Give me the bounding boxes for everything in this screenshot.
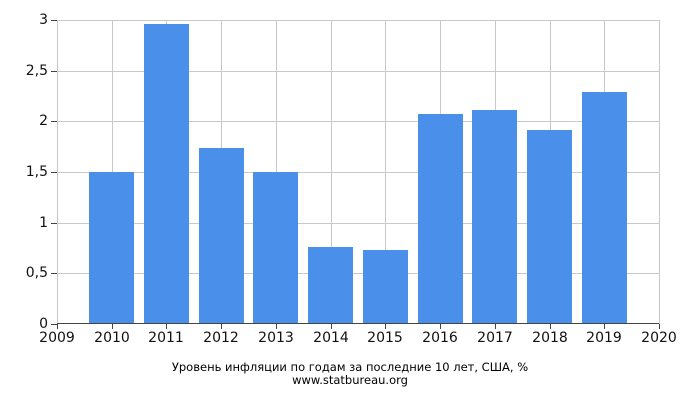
x-axis-label: 2020	[641, 330, 677, 346]
x-axis-tick	[604, 324, 605, 329]
gridline-horizontal	[57, 20, 659, 21]
chart-title: Уровень инфляции по годам за последние 1…	[171, 360, 529, 374]
x-axis-tick	[166, 324, 167, 329]
bar-2011	[144, 24, 189, 324]
x-axis-tick	[112, 324, 113, 329]
y-axis-label: 3	[39, 12, 48, 28]
x-axis-label: 2013	[258, 330, 294, 346]
bar-2019	[582, 92, 627, 324]
x-axis-tick	[57, 324, 58, 329]
bar-2018	[527, 130, 572, 324]
x-axis-label: 2010	[94, 330, 130, 346]
gridline-horizontal	[57, 121, 659, 122]
y-axis-tick	[51, 223, 57, 224]
x-axis-label: 2019	[586, 330, 622, 346]
gridline-horizontal	[57, 223, 659, 224]
gridline-horizontal	[57, 172, 659, 173]
gridline-vertical	[659, 20, 660, 324]
bar-2017	[472, 110, 517, 324]
x-axis-tick	[221, 324, 222, 329]
y-axis-tick	[51, 71, 57, 72]
x-axis-tick	[331, 324, 332, 329]
bar-2013	[253, 172, 298, 324]
chart-subtitle: www.statbureau.org	[292, 373, 408, 387]
y-axis-label: 1,5	[25, 164, 48, 180]
x-axis-tick	[550, 324, 551, 329]
gridline-horizontal	[57, 71, 659, 72]
y-axis-label: 1	[39, 215, 48, 231]
y-axis-label: 0	[39, 316, 48, 332]
bar-2016	[418, 114, 463, 324]
x-axis-label: 2018	[532, 330, 568, 346]
y-axis-label: 2	[39, 113, 48, 129]
y-axis-tick	[51, 324, 57, 325]
x-axis-label: 2011	[148, 330, 184, 346]
x-axis-tick	[495, 324, 496, 329]
x-axis-tick	[276, 324, 277, 329]
y-axis-tick	[51, 172, 57, 173]
y-axis-label: 0,5	[25, 265, 48, 281]
plot-area	[51, 20, 660, 329]
bar-2010	[89, 172, 134, 324]
gridline-horizontal	[57, 273, 659, 274]
y-axis-tick	[51, 121, 57, 122]
y-axis-tick	[51, 20, 57, 21]
bar-2015	[363, 250, 408, 324]
x-axis-label: 2009	[39, 330, 75, 346]
y-axis-tick	[51, 273, 57, 274]
x-axis-label: 2016	[422, 330, 458, 346]
y-axis-label: 2,5	[25, 63, 48, 79]
x-axis-label: 2015	[367, 330, 403, 346]
x-axis-baseline	[57, 323, 659, 324]
x-axis-tick	[440, 324, 441, 329]
x-axis-tick	[659, 324, 660, 329]
x-axis-label: 2014	[313, 330, 349, 346]
bar-2014	[308, 247, 353, 324]
x-axis-label: 2017	[477, 330, 513, 346]
x-axis-tick	[385, 324, 386, 329]
bar-2012	[199, 148, 244, 324]
x-axis-label: 2012	[203, 330, 239, 346]
